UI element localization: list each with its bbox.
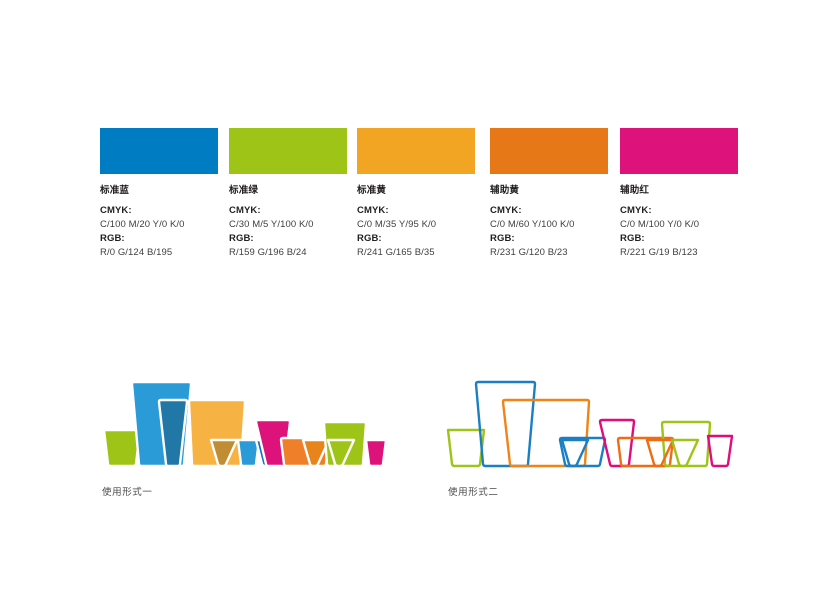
shape-magenta-small <box>706 434 734 468</box>
cmyk-value: C/0 M/60 Y/100 K/0 <box>490 219 575 230</box>
color-swatch-auxiliary-red: 辅助红 CMYK: C/0 M/100 Y/0 K/0 RGB: R/221 G… <box>620 128 738 260</box>
color-swatch-auxiliary-yellow: 辅助黄 CMYK: C/0 M/60 Y/100 K/0 RGB: R/231 … <box>490 128 608 260</box>
swatch-cmyk-block: CMYK: C/30 M/5 Y/100 K/0 RGB: R/159 G/19… <box>229 204 347 260</box>
swatch-cmyk-block: CMYK: C/0 M/35 Y/95 K/0 RGB: R/241 G/165… <box>357 204 475 260</box>
swatch-chip <box>357 128 475 174</box>
logo-caption-two: 使用形式二 <box>448 487 499 498</box>
swatch-name: 标准黄 <box>357 185 387 196</box>
swatch-name: 标准蓝 <box>100 185 130 196</box>
rgb-label: RGB: <box>100 233 125 244</box>
cmyk-value: C/30 M/5 Y/100 K/0 <box>229 219 314 230</box>
cmyk-value: C/0 M/35 Y/95 K/0 <box>357 219 437 230</box>
swatch-chip <box>229 128 347 174</box>
shape-blue-small <box>236 438 261 468</box>
cmyk-value: C/100 M/20 Y/0 K/0 <box>100 219 185 230</box>
rgb-label: RGB: <box>357 233 382 244</box>
cmyk-value: C/0 M/100 Y/0 K/0 <box>620 219 700 230</box>
rgb-label: RGB: <box>490 233 515 244</box>
color-palette-row: 标准蓝 CMYK: C/100 M/20 Y/0 K/0 RGB: R/0 G/… <box>100 128 760 278</box>
shape-magenta-mid <box>598 418 636 468</box>
swatch-cmyk-block: CMYK: C/0 M/100 Y/0 K/0 RGB: R/221 G/19 … <box>620 204 738 260</box>
rgb-value: R/221 G/19 B/123 <box>620 247 698 258</box>
rgb-label: RGB: <box>229 233 254 244</box>
color-swatch-standard-blue: 标准蓝 CMYK: C/100 M/20 Y/0 K/0 RGB: R/0 G/… <box>100 128 218 260</box>
cmyk-label: CMYK: <box>229 205 261 216</box>
color-swatch-standard-green: 标准绿 CMYK: C/30 M/5 Y/100 K/0 RGB: R/159 … <box>229 128 347 260</box>
swatch-cmyk-block: CMYK: C/100 M/20 Y/0 K/0 RGB: R/0 G/124 … <box>100 204 218 260</box>
cmyk-label: CMYK: <box>100 205 132 216</box>
cmyk-label: CMYK: <box>490 205 522 216</box>
rgb-label: RGB: <box>620 233 645 244</box>
swatch-cmyk-block: CMYK: C/0 M/60 Y/100 K/0 RGB: R/231 G/12… <box>490 204 608 260</box>
rgb-value: R/241 G/165 B/35 <box>357 247 435 258</box>
shape-blue-dark <box>157 398 189 468</box>
shape-orange-wide <box>616 436 675 468</box>
shape-blue-tall <box>474 380 537 468</box>
shape-blue-triangle <box>560 438 590 468</box>
shape-orange-triangle <box>301 438 331 468</box>
shape-green-triangle <box>326 438 356 468</box>
swatch-chip <box>620 128 738 174</box>
logo-mark-outline <box>446 380 734 468</box>
color-swatch-standard-yellow: 标准黄 CMYK: C/0 M/35 Y/95 K/0 RGB: R/241 G… <box>357 128 475 260</box>
rgb-value: R/159 G/196 B/24 <box>229 247 307 258</box>
shape-orange-triangle <box>645 438 675 468</box>
shape-green-triangle <box>670 438 700 468</box>
swatch-chip <box>490 128 608 174</box>
logo-usage-form-two: 使用形式二 <box>440 378 740 498</box>
shape-orange-large <box>501 398 591 468</box>
shape-green-wide <box>446 428 486 468</box>
logo-caption-one: 使用形式一 <box>102 487 153 498</box>
cmyk-label: CMYK: <box>620 205 652 216</box>
cmyk-label: CMYK: <box>357 205 389 216</box>
shape-magenta-small <box>364 438 388 468</box>
rgb-value: R/231 G/120 B/23 <box>490 247 568 258</box>
swatch-chip <box>100 128 218 174</box>
shape-blue-small <box>558 436 607 468</box>
rgb-value: R/0 G/124 B/195 <box>100 247 173 258</box>
shape-ochre-small <box>209 438 239 468</box>
logo-usage-form-one: 使用形式一 <box>96 378 396 498</box>
swatch-name: 辅助红 <box>620 185 650 196</box>
shape-green-wide <box>102 428 142 468</box>
swatch-name: 辅助黄 <box>490 185 520 196</box>
logo-mark-filled <box>102 380 388 468</box>
swatch-name: 标准绿 <box>229 185 259 196</box>
shape-green-large <box>660 420 712 468</box>
